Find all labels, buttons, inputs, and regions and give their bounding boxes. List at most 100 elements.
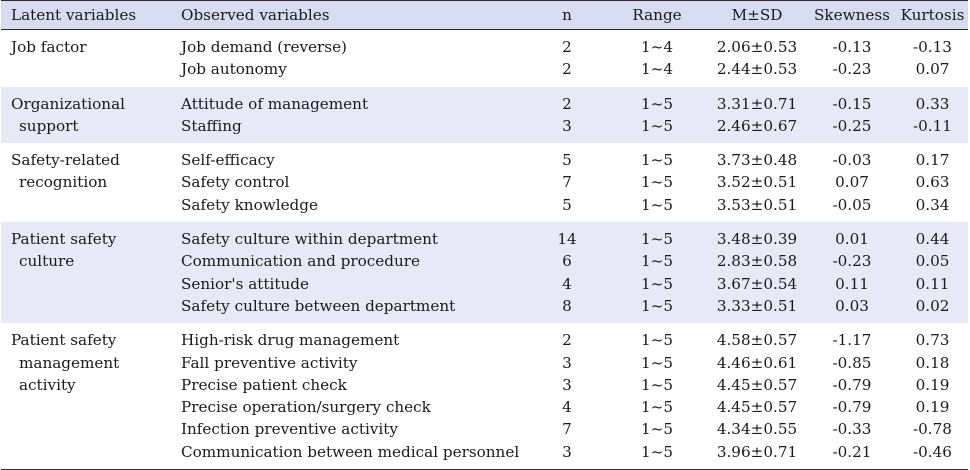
skewness-value: 0.01 bbox=[835, 230, 869, 249]
table-row: Organizational support Attitude of manag… bbox=[1, 86, 968, 144]
table-row: Patient safety management activity High-… bbox=[1, 323, 968, 470]
kurtosis-value: -0.46 bbox=[913, 442, 952, 461]
latent-label: Patient safety bbox=[11, 331, 117, 350]
skewness-cell: -0.15 -0.25 bbox=[807, 87, 897, 144]
n-value: 3 bbox=[562, 442, 572, 461]
latent-label: activity bbox=[19, 375, 76, 394]
n-value: 6 bbox=[562, 252, 572, 271]
n-value: 4 bbox=[562, 274, 572, 293]
n-cell: 14 6 4 8 bbox=[527, 222, 607, 323]
n-value: 7 bbox=[562, 173, 572, 192]
observed-label: Job autonomy bbox=[181, 60, 287, 79]
range-cell: 1~5 1~5 1~5 bbox=[607, 143, 707, 222]
skewness-value: 0.07 bbox=[835, 173, 869, 192]
n-value: 2 bbox=[562, 94, 572, 113]
kurtosis-value: -0.11 bbox=[913, 116, 952, 135]
mean-sd-value: 2.44±0.53 bbox=[716, 60, 798, 79]
skewness-value: -0.21 bbox=[832, 442, 872, 461]
latent-label: recognition bbox=[19, 173, 108, 192]
mean-sd-value: 4.45±0.57 bbox=[716, 398, 798, 417]
range-value: 1~5 bbox=[640, 274, 674, 293]
header-n: n bbox=[527, 0, 607, 30]
kurtosis-value: 0.63 bbox=[915, 173, 950, 192]
mean-sd-cell: 4.58±0.57 4.46±0.61 4.45±0.57 4.45±0.57 … bbox=[707, 323, 807, 470]
n-value: 14 bbox=[557, 230, 577, 249]
kurtosis-cell: 0.44 0.05 0.11 0.02 bbox=[897, 222, 968, 323]
mean-sd-value: 3.31±0.71 bbox=[716, 94, 798, 113]
group-safety-related-recognition: Safety-related recognition Self-efficacy… bbox=[1, 143, 968, 222]
skewness-value: -0.25 bbox=[832, 116, 872, 135]
range-cell: 1~5 1~5 1~5 1~5 1~5 1~5 bbox=[607, 323, 707, 470]
mean-sd-value: 3.48±0.39 bbox=[716, 230, 798, 249]
latent-label: Organizational bbox=[11, 94, 125, 113]
mean-sd-cell: 3.48±0.39 2.83±0.58 3.67±0.54 3.33±0.51 bbox=[707, 222, 807, 323]
kurtosis-value: 0.11 bbox=[915, 274, 950, 293]
kurtosis-value: 0.05 bbox=[915, 252, 950, 271]
observed-variables-cell: Safety culture within department Communi… bbox=[181, 222, 527, 323]
skewness-value: -0.15 bbox=[832, 94, 872, 113]
range-value: 1~5 bbox=[640, 252, 674, 271]
header-skewness: Skewness bbox=[807, 0, 897, 30]
kurtosis-value: 0.18 bbox=[915, 353, 950, 372]
header-kurtosis: Kurtosis bbox=[897, 0, 968, 30]
skewness-cell: -0.13 -0.23 bbox=[807, 30, 897, 87]
n-cell: 2 2 bbox=[527, 30, 607, 87]
header-row: Latent variables Observed variables n Ra… bbox=[1, 0, 968, 30]
observed-label: Job demand (reverse) bbox=[181, 38, 347, 56]
latent-variable-cell: Job factor bbox=[1, 30, 181, 87]
observed-label: Safety control bbox=[181, 173, 290, 192]
table-row: Safety-related recognition Self-efficacy… bbox=[1, 143, 968, 222]
mean-sd-cell: 2.06±0.53 2.44±0.53 bbox=[707, 30, 807, 87]
kurtosis-value: -0.78 bbox=[913, 420, 952, 439]
range-cell: 1~4 1~4 bbox=[607, 30, 707, 87]
mean-sd-value: 4.45±0.57 bbox=[716, 375, 798, 394]
range-value: 1~5 bbox=[640, 353, 674, 372]
range-cell: 1~5 1~5 bbox=[607, 87, 707, 144]
latent-label: Job factor bbox=[11, 38, 87, 56]
mean-sd-cell: 3.31±0.71 2.46±0.67 bbox=[707, 87, 807, 144]
latent-variable-cell: Patient safety management activity bbox=[1, 323, 181, 470]
range-value: 1~5 bbox=[640, 420, 674, 439]
latent-variable-cell: Patient safety culture bbox=[1, 222, 181, 323]
observed-label: Fall preventive activity bbox=[181, 353, 358, 372]
skewness-value: -0.03 bbox=[832, 151, 872, 170]
latent-label: support bbox=[19, 116, 79, 135]
n-value: 7 bbox=[562, 420, 572, 439]
range-value: 1~4 bbox=[640, 38, 674, 56]
observed-label: Staffing bbox=[181, 116, 242, 135]
range-value: 1~5 bbox=[640, 398, 674, 417]
kurtosis-cell: 0.33 -0.11 bbox=[897, 87, 968, 144]
header-latent-variables: Latent variables bbox=[1, 0, 181, 30]
observed-variables-cell: Self-efficacy Safety control Safety know… bbox=[181, 143, 527, 222]
kurtosis-value: 0.33 bbox=[915, 94, 950, 113]
n-value: 2 bbox=[562, 331, 572, 350]
skewness-value: -0.33 bbox=[832, 420, 872, 439]
observed-label: Communication and procedure bbox=[181, 252, 421, 271]
n-value: 5 bbox=[562, 151, 572, 170]
n-cell: 5 7 5 bbox=[527, 143, 607, 222]
skewness-cell: -1.17 -0.85 -0.79 -0.79 -0.33 -0.21 bbox=[807, 323, 897, 470]
group-job-factor: Job factor Job demand (reverse) Job auto… bbox=[1, 30, 968, 87]
mean-sd-value: 3.33±0.51 bbox=[716, 296, 798, 315]
range-value: 1~5 bbox=[640, 173, 674, 192]
n-value: 3 bbox=[562, 353, 572, 372]
kurtosis-value: -0.13 bbox=[913, 38, 952, 56]
range-value: 1~5 bbox=[640, 195, 674, 214]
mean-sd-value: 3.73±0.48 bbox=[716, 151, 798, 170]
kurtosis-value: 0.07 bbox=[915, 60, 950, 79]
kurtosis-cell: 0.17 0.63 0.34 bbox=[897, 143, 968, 222]
range-value: 1~5 bbox=[640, 442, 674, 461]
table-header: Latent variables Observed variables n Ra… bbox=[1, 0, 968, 30]
header-mean-sd: M±SD bbox=[707, 0, 807, 30]
range-value: 1~5 bbox=[640, 375, 674, 394]
observed-label: Precise patient check bbox=[181, 375, 347, 394]
group-patient-safety-management-activity: Patient safety management activity High-… bbox=[1, 323, 968, 470]
n-value: 3 bbox=[562, 375, 572, 394]
skewness-value: -0.23 bbox=[832, 60, 872, 79]
table-row: Patient safety culture Safety culture wi… bbox=[1, 222, 968, 324]
mean-sd-value: 3.96±0.71 bbox=[716, 442, 798, 461]
skewness-value: -0.13 bbox=[832, 38, 872, 56]
observed-label: High-risk drug management bbox=[181, 331, 400, 350]
header-observed-variables: Observed variables bbox=[181, 0, 527, 30]
observed-label: Infection preventive activity bbox=[181, 420, 398, 439]
